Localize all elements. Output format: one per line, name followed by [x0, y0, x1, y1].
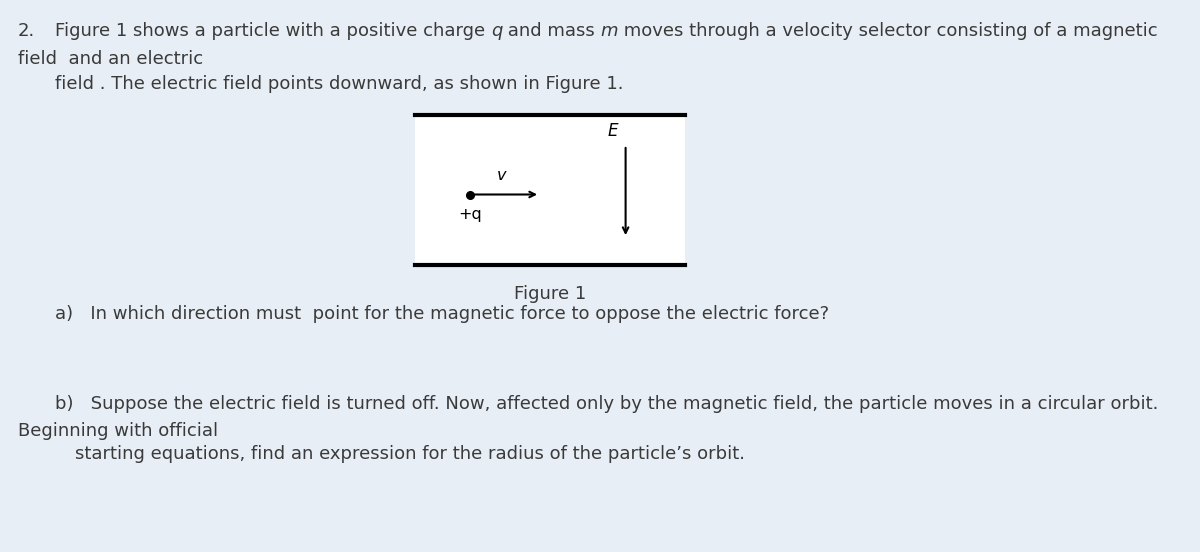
Text: Beginning with official: Beginning with official — [18, 422, 218, 440]
Text: field  and an electric: field and an electric — [18, 50, 203, 68]
Text: v: v — [497, 167, 506, 183]
Text: q: q — [491, 22, 503, 40]
Text: 2.: 2. — [18, 22, 35, 40]
Bar — [415, 115, 685, 265]
Text: and mass: and mass — [503, 22, 601, 40]
Text: field . The electric field points downward, as shown in Figure 1.: field . The electric field points downwa… — [55, 75, 624, 93]
Text: b)   Suppose the electric field is turned off. Now, affected only by the magneti: b) Suppose the electric field is turned … — [55, 395, 1158, 413]
Text: Figure 1: Figure 1 — [514, 285, 586, 303]
Text: a)   In which direction must  point for the magnetic force to oppose the electri: a) In which direction must point for the… — [55, 305, 829, 323]
Text: m: m — [601, 22, 618, 40]
Text: +q: +q — [458, 206, 482, 221]
Text: moves through a velocity selector consisting of a magnetic: moves through a velocity selector consis… — [618, 22, 1158, 40]
Text: Figure 1 shows a particle with a positive charge: Figure 1 shows a particle with a positiv… — [55, 22, 491, 40]
Text: E: E — [607, 122, 618, 140]
Text: starting equations, find an expression for the radius of the particle’s orbit.: starting equations, find an expression f… — [74, 445, 745, 463]
